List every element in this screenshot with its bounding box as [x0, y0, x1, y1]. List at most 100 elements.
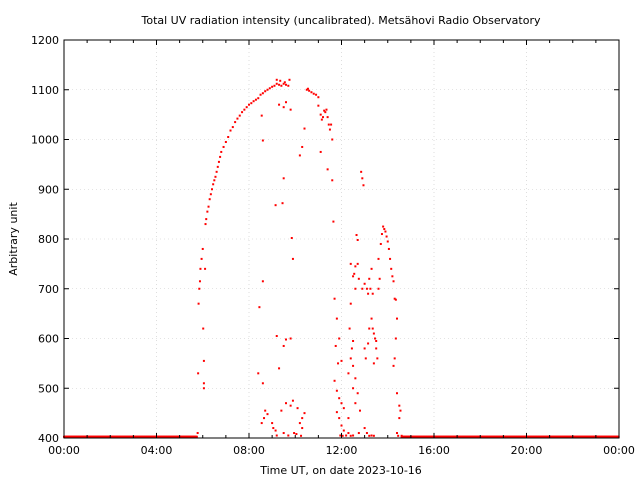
data-point	[285, 338, 287, 341]
data-point	[301, 145, 304, 148]
y-axis-tick-labels: 400 500 600 700 800 900 1000 1100 1200	[31, 34, 59, 445]
data-point	[213, 179, 216, 182]
data-point	[207, 205, 210, 208]
y-tick-label: 900	[38, 183, 59, 196]
data-point	[285, 101, 287, 104]
y-tick-label: 1200	[31, 34, 59, 47]
data-point	[378, 277, 381, 280]
data-point	[319, 113, 322, 116]
data-point	[377, 257, 380, 260]
data-point	[392, 280, 395, 283]
data-point	[317, 104, 320, 107]
data-point	[281, 202, 284, 205]
data-point	[356, 238, 359, 241]
data-point	[323, 109, 326, 112]
y-tick-label: 800	[38, 233, 59, 246]
data-point	[289, 108, 292, 111]
data-point	[371, 327, 374, 330]
data-point	[211, 188, 213, 191]
data-point	[257, 372, 260, 375]
data-point	[215, 170, 218, 173]
data-point	[298, 422, 301, 425]
data-point	[335, 389, 338, 392]
data-point	[339, 434, 342, 437]
data-point	[331, 179, 334, 182]
data-point	[204, 267, 207, 270]
data-point	[374, 337, 377, 340]
data-point	[393, 357, 396, 360]
data-point	[391, 275, 394, 278]
data-point	[288, 78, 291, 81]
data-point	[214, 175, 217, 178]
data-point	[363, 282, 366, 285]
data-point	[357, 277, 360, 280]
data-point	[308, 89, 311, 92]
data-point	[275, 335, 278, 338]
data-point	[289, 337, 292, 340]
data-point	[282, 106, 285, 109]
x-tick-label: 20:00	[511, 444, 543, 457]
data-point	[291, 399, 294, 402]
data-point	[392, 364, 395, 367]
x-tick-label: 00:00	[603, 444, 635, 457]
data-point	[372, 332, 375, 335]
data-point	[258, 306, 261, 309]
data-point	[396, 392, 398, 395]
data-point	[261, 92, 264, 95]
data-point	[371, 292, 374, 295]
data-point	[312, 92, 315, 95]
data-point	[390, 267, 393, 270]
data-point	[280, 409, 283, 412]
data-point	[236, 117, 239, 120]
data-point	[352, 339, 355, 342]
data-point	[220, 150, 223, 153]
data-point	[376, 357, 379, 360]
data-point	[291, 257, 294, 260]
data-point	[368, 327, 371, 330]
data-point	[231, 126, 234, 129]
data-point	[335, 411, 338, 414]
data-point	[296, 407, 299, 410]
data-point	[370, 267, 373, 270]
data-point	[363, 347, 366, 350]
data-point	[290, 237, 293, 240]
data-point	[275, 82, 278, 85]
y-tick-label: 1000	[31, 134, 59, 147]
data-point	[202, 387, 205, 390]
data-point	[360, 170, 363, 173]
data-point	[352, 387, 355, 390]
data-point	[283, 81, 286, 84]
data-point	[397, 434, 400, 437]
data-point	[285, 402, 287, 405]
data-point	[202, 382, 205, 385]
data-point	[298, 154, 301, 157]
data-point	[259, 93, 262, 96]
data-point	[293, 432, 296, 435]
data-point	[338, 397, 341, 400]
data-point	[327, 123, 330, 126]
data-point	[301, 427, 304, 430]
data-point	[377, 287, 380, 290]
data-point	[264, 90, 267, 93]
data-point	[263, 417, 266, 420]
data-point	[264, 409, 267, 412]
data-point	[348, 327, 351, 330]
data-point	[349, 434, 352, 437]
data-point	[287, 434, 290, 437]
data-point	[398, 417, 401, 420]
data-point	[362, 184, 365, 187]
data-point	[271, 422, 274, 425]
data-point	[305, 88, 308, 91]
data-point	[394, 298, 397, 301]
data-point	[200, 257, 203, 260]
data-point	[347, 417, 350, 420]
data-point	[285, 83, 287, 86]
data-point	[345, 434, 348, 437]
data-point	[325, 108, 328, 111]
data-point	[306, 87, 309, 90]
data-point	[349, 302, 352, 305]
data-point	[370, 434, 373, 437]
y-tick-label: 400	[38, 432, 59, 445]
data-point	[301, 417, 304, 420]
x-tick-label: 00:00	[48, 444, 80, 457]
